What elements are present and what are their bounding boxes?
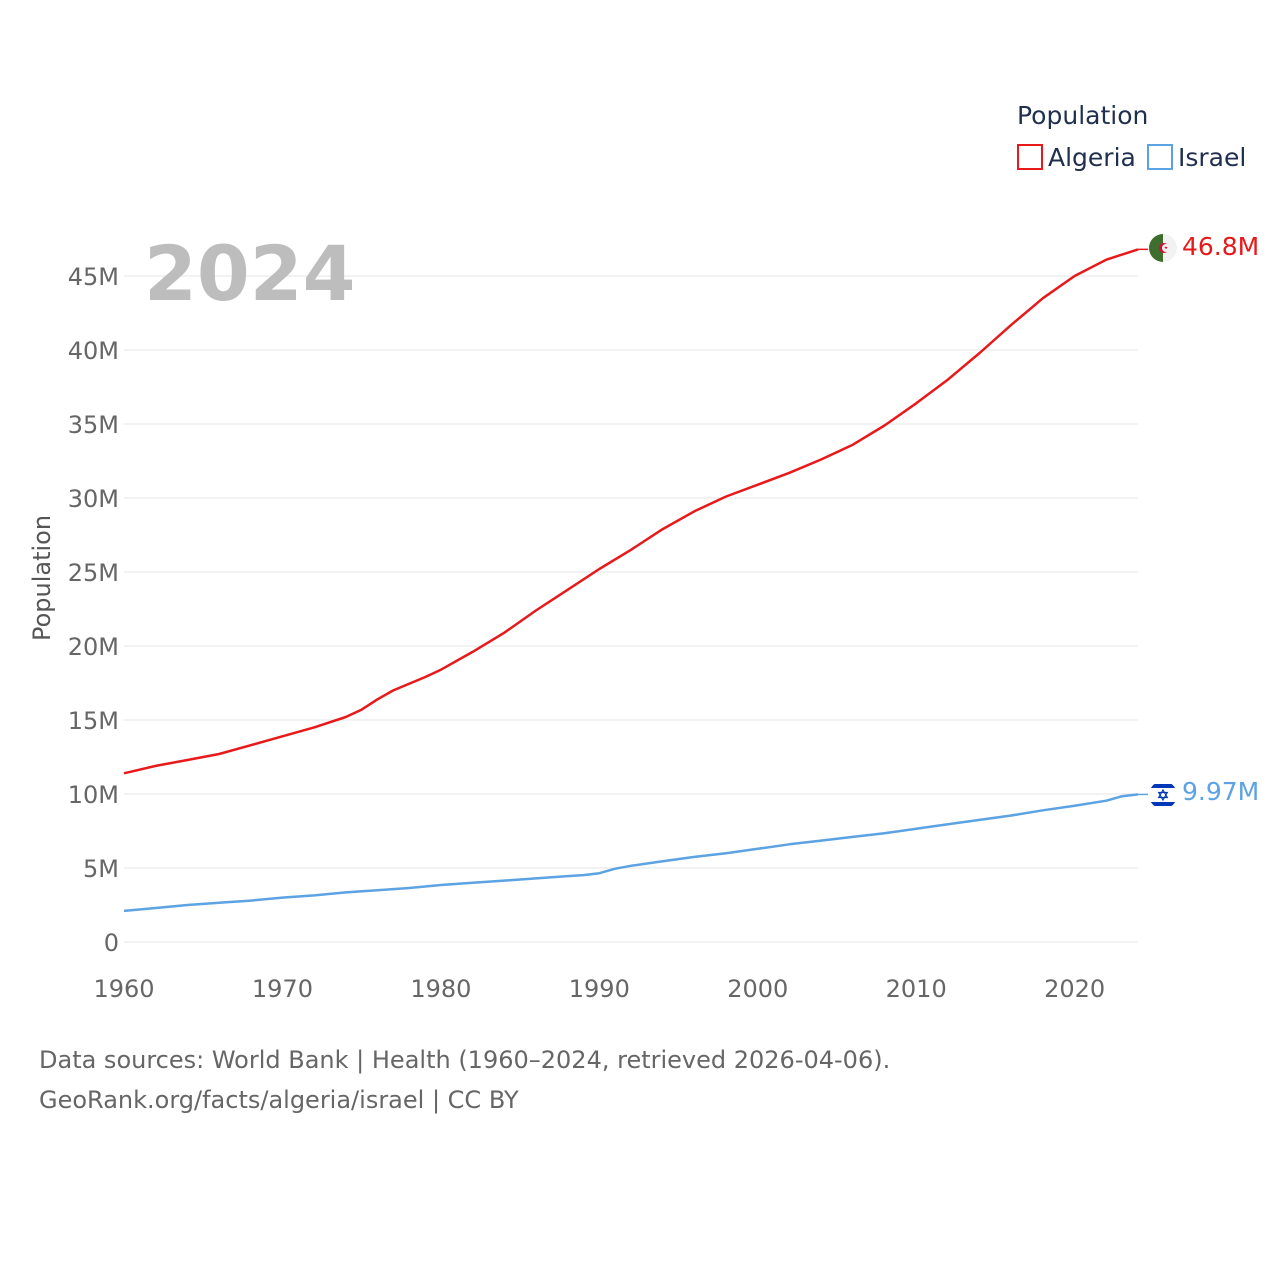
legend-item-algeria[interactable]: Algeria: [1017, 143, 1136, 172]
x-tick-label: 1960: [93, 975, 154, 1003]
y-tick-label: 10M: [68, 781, 119, 809]
legend: Population Algeria Israel: [1017, 101, 1246, 172]
y-axis-label: Population: [28, 515, 56, 641]
legend-label-algeria: Algeria: [1048, 143, 1136, 172]
x-tick-label: 2010: [886, 975, 947, 1003]
y-tick-label: 30M: [68, 485, 119, 513]
algeria-end-marker: 46.8M: [1149, 232, 1259, 262]
israel-end-marker: 9.97M: [1149, 777, 1259, 809]
legend-swatch-israel: [1147, 144, 1173, 170]
y-tick-label: 45M: [68, 263, 119, 291]
y-tick-label: 15M: [68, 707, 119, 735]
grid: [124, 275, 1138, 943]
series-line-algeria[interactable]: [123, 248, 1139, 775]
legend-label-israel: Israel: [1178, 143, 1246, 172]
y-tick-label: 35M: [68, 411, 119, 439]
israel-flag-icon: [1149, 781, 1177, 809]
series-line-israel[interactable]: [123, 793, 1139, 913]
y-tick-label: 20M: [68, 633, 119, 661]
year-label: 2024: [144, 229, 356, 318]
x-tick-label: 1970: [252, 975, 313, 1003]
y-axis-ticks: 0 5M 10M 15M 20M 25M 30M 35M 40M 45M: [68, 263, 119, 957]
x-tick-label: 2020: [1044, 975, 1105, 1003]
israel-end-label: 9.97M: [1182, 777, 1259, 806]
x-tick-label: 1980: [410, 975, 471, 1003]
algeria-flag-icon: [1149, 234, 1177, 262]
x-tick-label: 1990: [569, 975, 630, 1003]
legend-item-israel[interactable]: Israel: [1147, 143, 1246, 172]
x-tick-label: 2000: [727, 975, 788, 1003]
y-tick-label: 40M: [68, 337, 119, 365]
y-tick-label: 5M: [83, 855, 119, 883]
x-axis-ticks: 1960 1970 1980 1990 2000 2010 2020: [93, 975, 1105, 1003]
source-line-1: Data sources: World Bank | Health (1960–…: [39, 1046, 890, 1074]
legend-title: Population: [1017, 101, 1148, 130]
y-tick-label: 25M: [68, 559, 119, 587]
source-line-2[interactable]: GeoRank.org/facts/algeria/israel | CC BY: [39, 1086, 519, 1114]
series: [123, 248, 1148, 913]
algeria-end-label: 46.8M: [1182, 232, 1259, 261]
legend-swatch-algeria: [1017, 144, 1043, 170]
y-tick-label: 0: [104, 929, 119, 957]
